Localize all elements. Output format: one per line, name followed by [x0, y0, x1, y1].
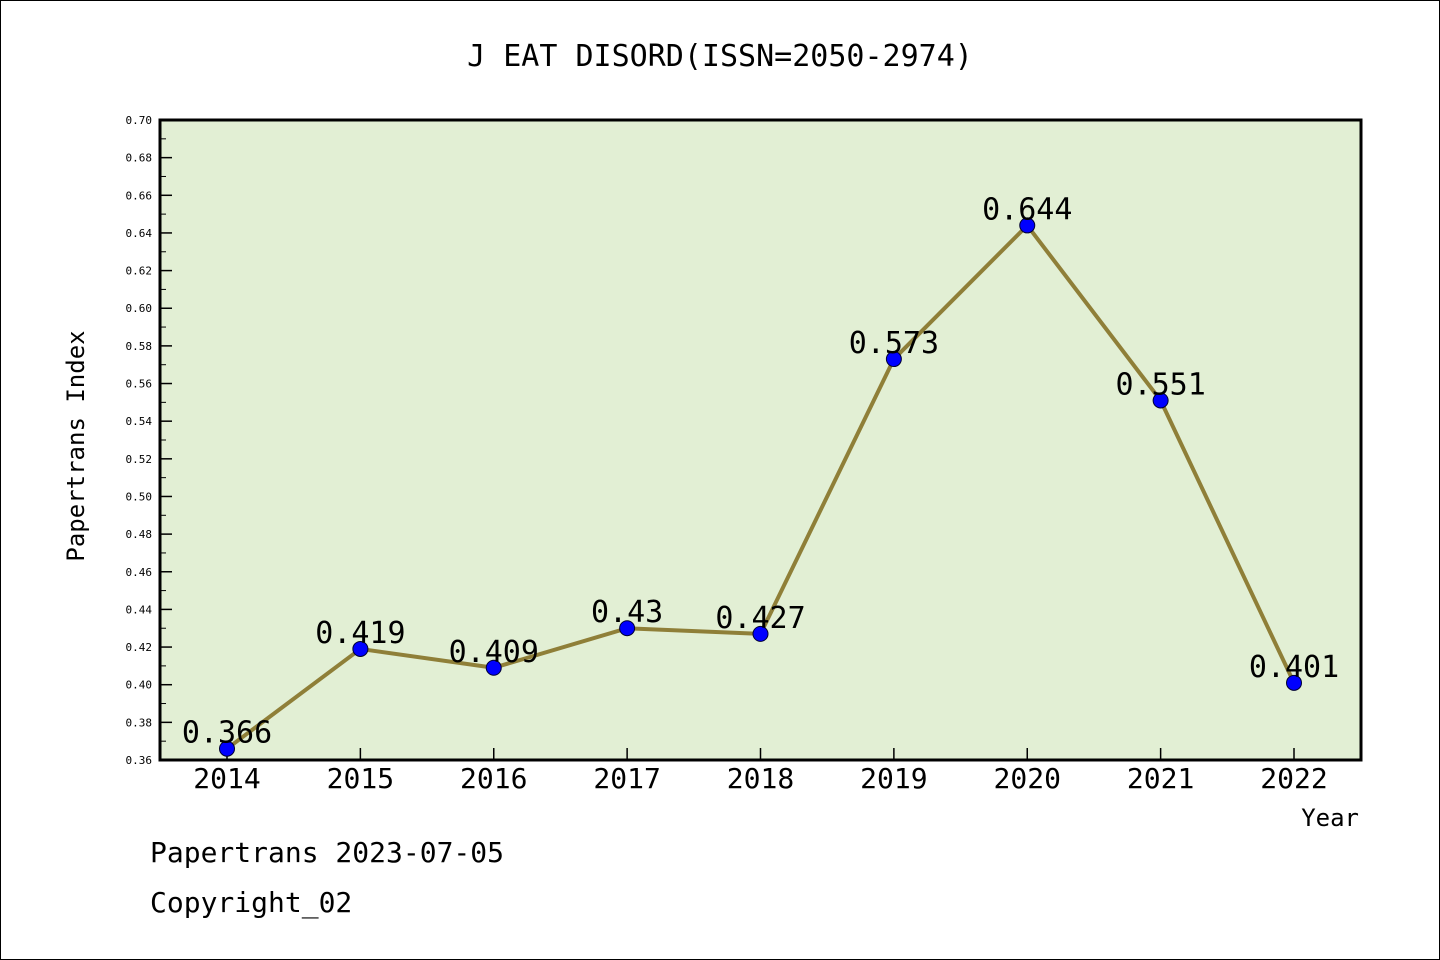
data-markers	[219, 217, 1302, 757]
y-tick-label: 0.60	[126, 302, 153, 315]
x-tick-label: 2018	[727, 762, 794, 795]
data-label: 0.43	[591, 595, 663, 630]
x-tick-label: 2014	[193, 762, 260, 795]
y-tick-label: 0.64	[126, 227, 153, 240]
data-point	[1286, 674, 1302, 691]
y-tick-label: 0.36	[126, 754, 153, 767]
data-label: 0.419	[315, 616, 405, 651]
y-tick-label: 0.66	[126, 189, 153, 202]
data-label: 0.551	[1115, 367, 1205, 402]
y-tick-label: 0.46	[126, 566, 153, 579]
data-label: 0.401	[1249, 650, 1339, 685]
y-tick-label: 0.62	[126, 265, 153, 278]
y-axis-label: Papertrans Index	[62, 330, 90, 561]
y-tick-label: 0.42	[126, 641, 153, 654]
y-tick-label: 0.54	[126, 415, 153, 428]
x-axis: 2014 2015 2016 2017 2018 2019 2020 2021 2022	[193, 748, 1328, 795]
y-axis: 0.36 0.38 0.40 0.42 0.44 0.46 0.48 0.50 0.52 0.54…	[126, 114, 172, 767]
data-label: 0.366	[182, 716, 272, 751]
x-tick-label: 2019	[860, 762, 927, 795]
y-tick-label: 0.40	[126, 679, 153, 692]
x-tick-label: 2017	[593, 762, 660, 795]
y-tick-label: 0.52	[126, 453, 153, 466]
x-tick-label: 2020	[994, 762, 1061, 795]
data-point	[219, 740, 235, 757]
x-tick-label: 2016	[460, 762, 527, 795]
data-point	[352, 640, 369, 657]
x-tick-label: 2015	[327, 762, 394, 795]
y-tick-label: 0.48	[126, 528, 153, 541]
footer-copyright: Copyright_02	[150, 886, 353, 919]
data-label: 0.427	[715, 601, 805, 636]
data-point	[885, 351, 902, 368]
y-tick-label: 0.50	[126, 490, 153, 503]
x-tick-label: 2021	[1127, 762, 1194, 795]
y-tick-label: 0.44	[126, 603, 153, 616]
data-point	[619, 620, 636, 637]
data-label: 0.573	[849, 326, 939, 361]
x-axis-label: Year	[1301, 804, 1359, 832]
y-tick-label: 0.70	[126, 114, 153, 127]
data-label: 0.644	[982, 192, 1072, 227]
footer-date: Papertrans 2023-07-05	[150, 836, 505, 869]
y-tick-label: 0.58	[126, 340, 153, 353]
y-tick-label: 0.38	[126, 716, 153, 729]
data-point	[1152, 392, 1169, 409]
data-point	[752, 625, 769, 642]
data-point	[1019, 217, 1036, 234]
x-tick-label: 2022	[1260, 762, 1327, 795]
data-labels: 0.366 0.419 0.409 0.43 0.427 0.573 0.644 0.551 0…	[182, 192, 1339, 750]
y-tick-label: 0.56	[126, 378, 153, 391]
data-point	[485, 659, 502, 676]
chart-title: J EAT DISORD(ISSN=2050-2974)	[467, 39, 973, 74]
data-label: 0.409	[449, 635, 539, 670]
y-tick-label: 0.68	[126, 152, 153, 165]
